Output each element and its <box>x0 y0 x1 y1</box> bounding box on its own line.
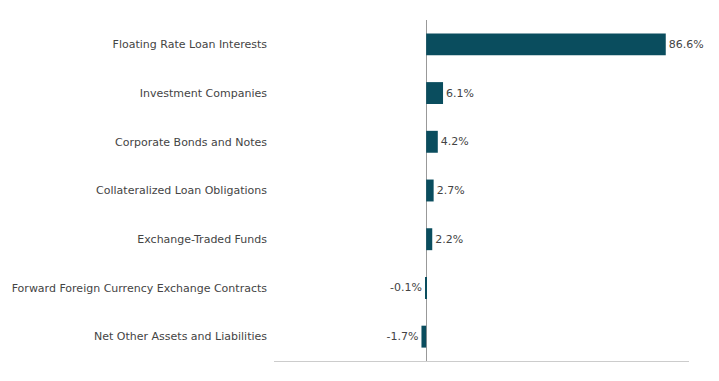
svg-text:86.6%: 86.6% <box>669 38 704 51</box>
svg-text:Corporate Bonds and Notes: Corporate Bonds and Notes <box>115 136 267 149</box>
svg-text:Net Other Assets and Liabiliti: Net Other Assets and Liabilities <box>94 330 267 343</box>
svg-text:-0.1%: -0.1% <box>390 281 422 294</box>
svg-text:2.7%: 2.7% <box>437 184 465 197</box>
svg-text:2.2%: 2.2% <box>435 233 463 246</box>
svg-text:Collateralized Loan Obligation: Collateralized Loan Obligations <box>96 184 267 197</box>
svg-text:Investment Companies: Investment Companies <box>140 87 267 100</box>
svg-text:Floating Rate Loan Interests: Floating Rate Loan Interests <box>113 38 268 51</box>
svg-text:Exchange-Traded Funds: Exchange-Traded Funds <box>137 233 267 246</box>
svg-text:4.2%: 4.2% <box>441 135 469 148</box>
svg-text:6.1%: 6.1% <box>446 87 474 100</box>
svg-text:Forward Foreign Currency Excha: Forward Foreign Currency Exchange Contra… <box>12 282 268 295</box>
svg-text:-1.7%: -1.7% <box>387 330 419 343</box>
